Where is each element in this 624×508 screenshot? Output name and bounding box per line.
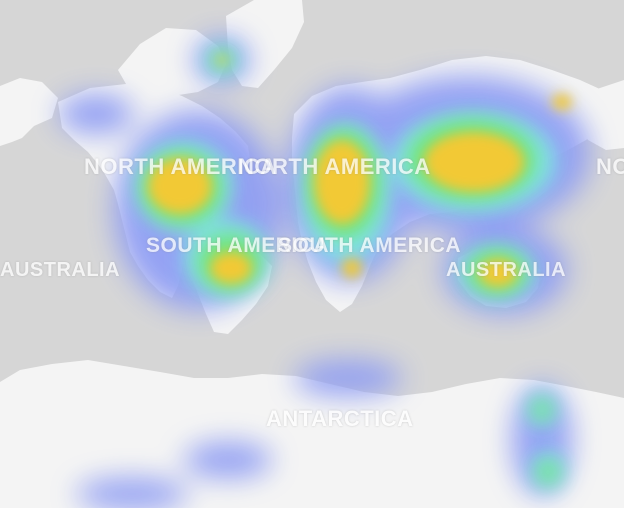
land-asia-east xyxy=(576,80,624,150)
heat-low-antarctica-a xyxy=(294,360,402,396)
heat-high-layer xyxy=(148,56,572,287)
heat-high-arctic xyxy=(217,56,227,64)
heat-high-south-america xyxy=(210,252,252,284)
heat-high-eurasia xyxy=(424,132,524,192)
heat-green-antarctica-east-b xyxy=(538,461,558,483)
heat-green-antarctica-east-a xyxy=(533,400,551,420)
heat-high-africa xyxy=(342,258,362,278)
heat-high-east xyxy=(552,94,572,110)
heatmap-layer xyxy=(58,36,590,508)
heat-low-pacific xyxy=(58,94,134,134)
land-left-west xyxy=(0,78,58,146)
heat-low-antarctica-c xyxy=(76,478,188,508)
heat-high-europe xyxy=(314,140,370,224)
land-north-islands xyxy=(118,28,226,96)
land-antarctica xyxy=(0,360,624,508)
heat-high-oceania xyxy=(479,259,517,287)
heat-high-north-america xyxy=(148,158,212,214)
heat-low-antarctica-b xyxy=(184,442,272,478)
